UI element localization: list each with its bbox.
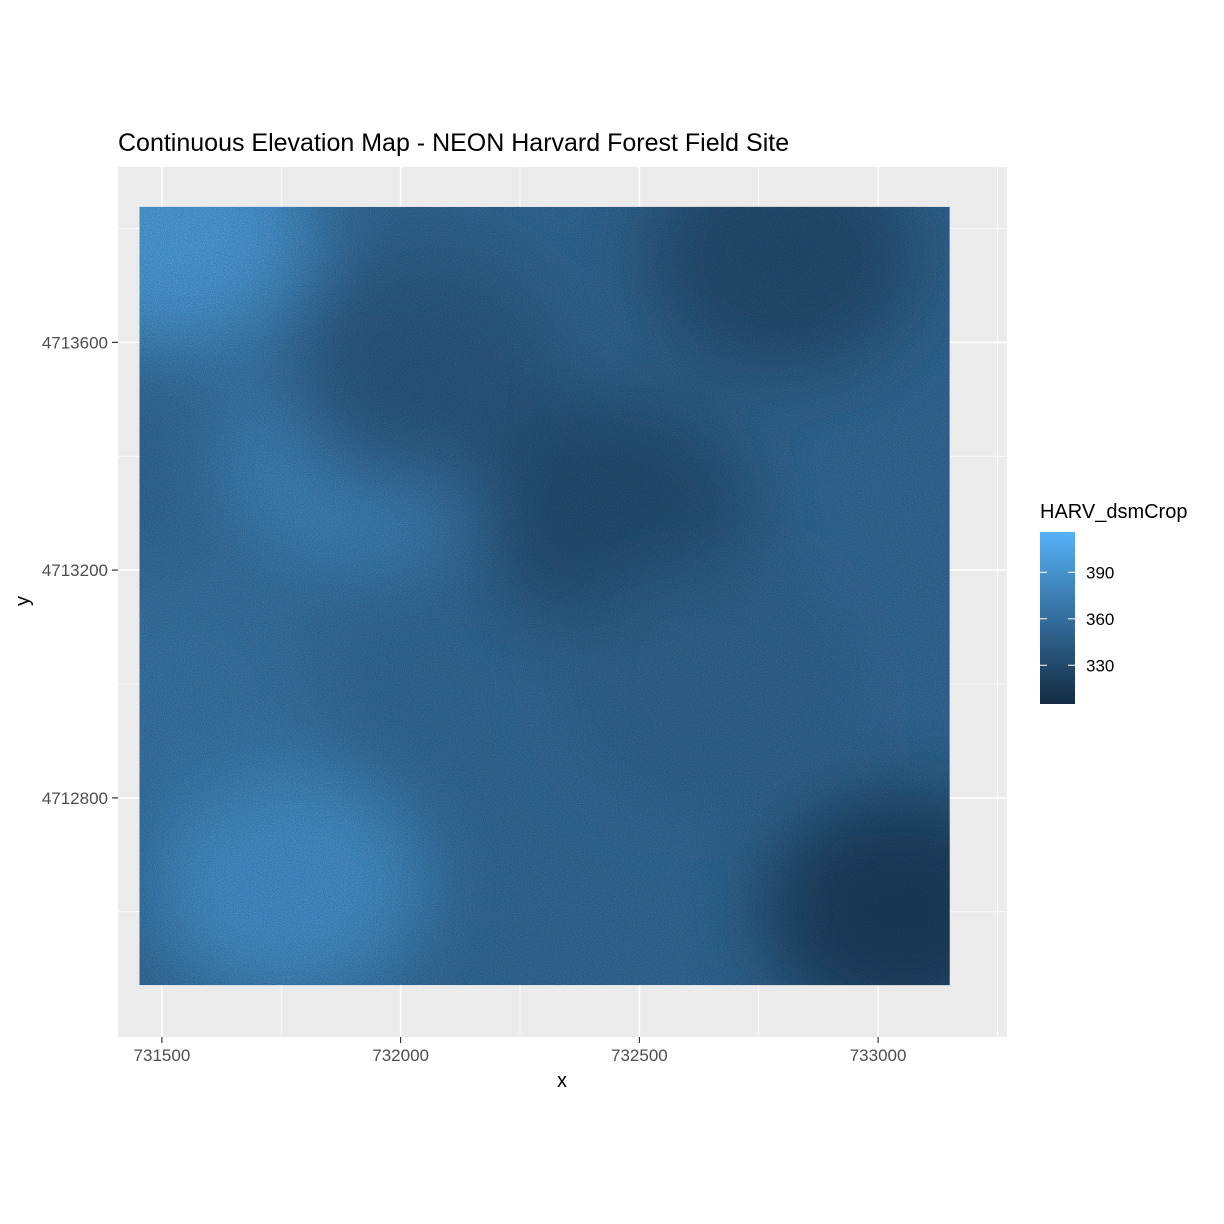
y-tick-label: 4712800 — [42, 789, 108, 808]
legend-ticks: 390 360 330 — [1040, 563, 1114, 675]
legend-break-label: 390 — [1086, 563, 1114, 582]
x-tick-label: 733000 — [850, 1046, 907, 1065]
legend-break-label: 330 — [1086, 656, 1114, 675]
legend-title: HARV_dsmCrop — [1040, 501, 1187, 523]
legend-colorbar — [1040, 532, 1075, 704]
x-tick-label: 731500 — [134, 1046, 191, 1065]
raster-texture — [139, 206, 950, 986]
chart-title: Continuous Elevation Map - NEON Harvard … — [118, 129, 789, 157]
x-axis: 731500 732000 732500 733000 — [134, 1037, 907, 1065]
y-axis-title: y — [12, 596, 34, 606]
y-tick-label: 4713200 — [42, 561, 108, 580]
x-tick-label: 732000 — [372, 1046, 429, 1065]
y-axis: 4712800 4713200 4713600 — [42, 333, 118, 808]
x-axis-title: x — [557, 1070, 567, 1092]
x-tick-label: 732500 — [611, 1046, 668, 1065]
y-tick-label: 4713600 — [42, 333, 108, 352]
legend-break-label: 360 — [1086, 610, 1114, 629]
elevation-raster — [139, 206, 950, 986]
legend: HARV_dsmCrop 390 360 330 — [1040, 501, 1187, 704]
